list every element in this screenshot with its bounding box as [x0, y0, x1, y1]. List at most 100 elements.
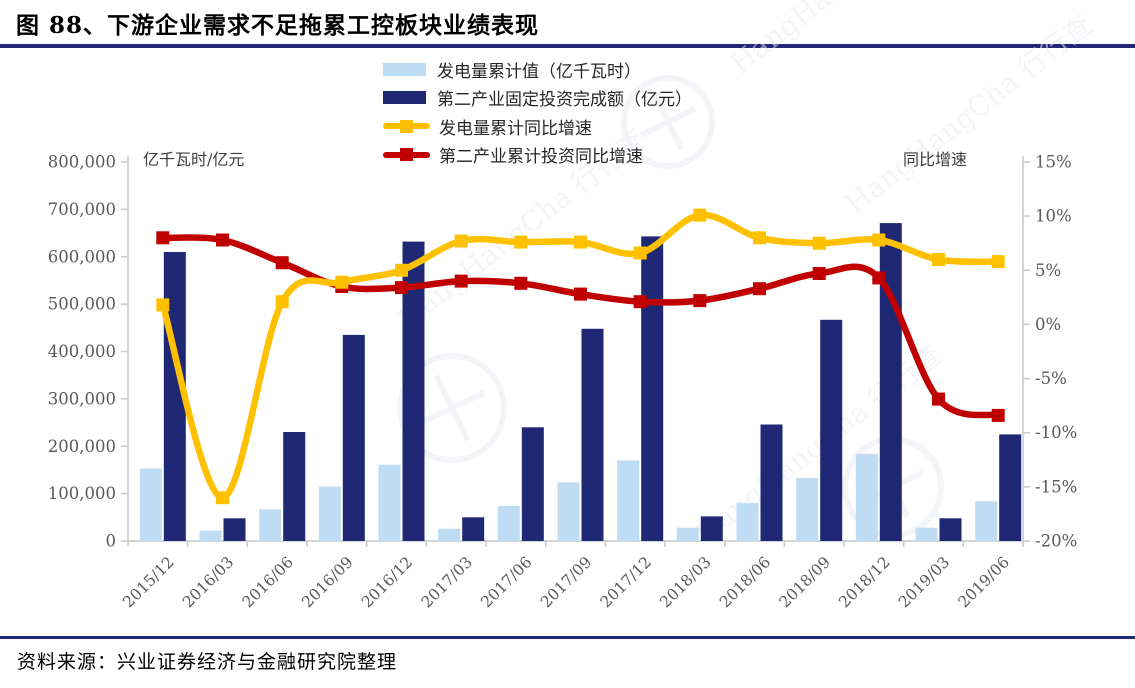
- line-marker: [574, 235, 587, 249]
- left-axis-tick-label: 300,000: [48, 389, 116, 408]
- line-marker: [156, 231, 170, 245]
- line-marker: [395, 263, 408, 277]
- line-marker: [872, 233, 886, 247]
- bar: [676, 527, 699, 541]
- line-marker: [932, 253, 945, 266]
- legend-marker: [400, 148, 413, 162]
- legend-item: 发电量累计值（亿千瓦时）: [383, 55, 692, 84]
- bar: [617, 460, 640, 541]
- bar: [855, 453, 878, 541]
- x-axis-category-label: 2017/03: [418, 553, 476, 611]
- line-marker: [693, 208, 707, 222]
- left-axis-tick-label: 0: [106, 532, 117, 551]
- bar: [462, 517, 485, 541]
- x-axis-category-label: 2018/03: [656, 553, 714, 611]
- bar: [736, 503, 759, 541]
- bar: [259, 509, 282, 541]
- watermark-logo-icon: [397, 353, 507, 463]
- line-marker: [872, 271, 886, 285]
- line-marker: [335, 275, 349, 289]
- bar: [318, 486, 341, 541]
- line-marker: [753, 282, 766, 296]
- legend-item: 第二产业累计投资同比增速: [383, 141, 692, 170]
- right-axis-tick-label: 15%: [1035, 153, 1072, 172]
- bar: [939, 518, 962, 541]
- line-marker: [156, 298, 170, 312]
- right-axis-tick-label: -20%: [1035, 532, 1077, 551]
- left-axis-tick-label: 100,000: [48, 484, 116, 503]
- legend-item: 第二产业固定投资完成额（亿元）: [383, 84, 692, 113]
- legend-marker: [400, 119, 413, 133]
- line-marker: [514, 235, 528, 249]
- legend-swatch-line: [383, 148, 430, 162]
- bar: [999, 434, 1022, 541]
- bar: [378, 464, 401, 541]
- line-marker: [275, 256, 289, 270]
- line-marker: [693, 294, 707, 308]
- line-marker: [454, 274, 468, 288]
- line-series-0: [156, 208, 1005, 505]
- legend-label: 发电量累计同比增速: [439, 118, 592, 139]
- x-axis-category-label: 2016/09: [298, 553, 356, 611]
- source-note: 资料来源：兴业证券经济与金融研究院整理: [17, 651, 398, 673]
- bar: [139, 468, 162, 541]
- watermark-logo-icon: [652, 93, 684, 151]
- legend-swatch-line: [383, 119, 430, 133]
- left-axis-tick-label: 600,000: [48, 247, 116, 266]
- bar: [342, 334, 365, 541]
- title-divider: [0, 44, 1135, 48]
- line-marker: [991, 255, 1005, 269]
- x-axis-category-label: 2019/06: [955, 553, 1013, 611]
- bar: [700, 516, 723, 541]
- bar: [879, 223, 902, 541]
- left-axis-tick-label: 700,000: [48, 200, 116, 219]
- line-path: [159, 211, 1002, 501]
- x-axis-category-label: 2018/12: [835, 553, 893, 611]
- line-marker: [574, 287, 587, 301]
- right-axis-tick-label: -10%: [1035, 423, 1077, 442]
- bar-series-1: [163, 223, 1022, 541]
- bar: [223, 518, 246, 541]
- chart-legend: 发电量累计值（亿千瓦时） 第二产业固定投资完成额（亿元） 发电量累计同比增速 第二产业…: [383, 55, 692, 169]
- bar: [283, 432, 306, 541]
- line-marker: [395, 281, 408, 295]
- line-marker: [216, 233, 229, 247]
- bar-series-0: [139, 453, 998, 541]
- x-axis-category-label: 2016/06: [239, 553, 297, 611]
- line-series-1: [156, 231, 1005, 422]
- bar: [557, 482, 580, 541]
- bar: [497, 505, 520, 541]
- bar: [521, 427, 544, 541]
- left-axis-title: 亿千瓦时/亿元: [143, 150, 245, 169]
- x-axis-category-label: 2017/12: [597, 553, 655, 611]
- x-axis-category-label: 2017/09: [537, 553, 595, 611]
- bar: [641, 236, 664, 541]
- line-marker: [753, 231, 766, 245]
- x-axis-category-label: 2018/06: [716, 553, 774, 611]
- watermark-text: HangHangCha 行行查: [839, 8, 1098, 221]
- legend-swatch-bar: [383, 91, 426, 105]
- line-marker: [812, 267, 826, 280]
- bar: [438, 528, 461, 541]
- line-marker: [275, 295, 289, 309]
- left-axis-tick-label: 400,000: [48, 342, 116, 361]
- left-axis-tick-label: 200,000: [48, 437, 116, 456]
- bar: [581, 328, 604, 541]
- line-marker: [932, 392, 945, 406]
- x-axis-category-label: 2019/03: [895, 553, 953, 611]
- legend-label: 发电量累计值（亿千瓦时）: [437, 61, 641, 82]
- line-marker: [633, 246, 647, 260]
- line-marker: [991, 408, 1005, 422]
- right-axis-tick-label: 0%: [1035, 315, 1061, 334]
- x-axis-category-label: 2016/12: [358, 553, 416, 611]
- line-marker: [514, 276, 528, 290]
- legend-swatch-bar: [383, 62, 426, 76]
- x-axis-category-label: 2017/06: [477, 553, 535, 611]
- right-axis-tick-label: 5%: [1035, 261, 1061, 280]
- right-axis-tick-label: 10%: [1035, 207, 1072, 226]
- legend-item: 发电量累计同比增速: [383, 112, 692, 141]
- figure-title: 图 88、下游企业需求不足拖累工控板块业绩表现: [16, 12, 540, 39]
- bar: [402, 241, 425, 541]
